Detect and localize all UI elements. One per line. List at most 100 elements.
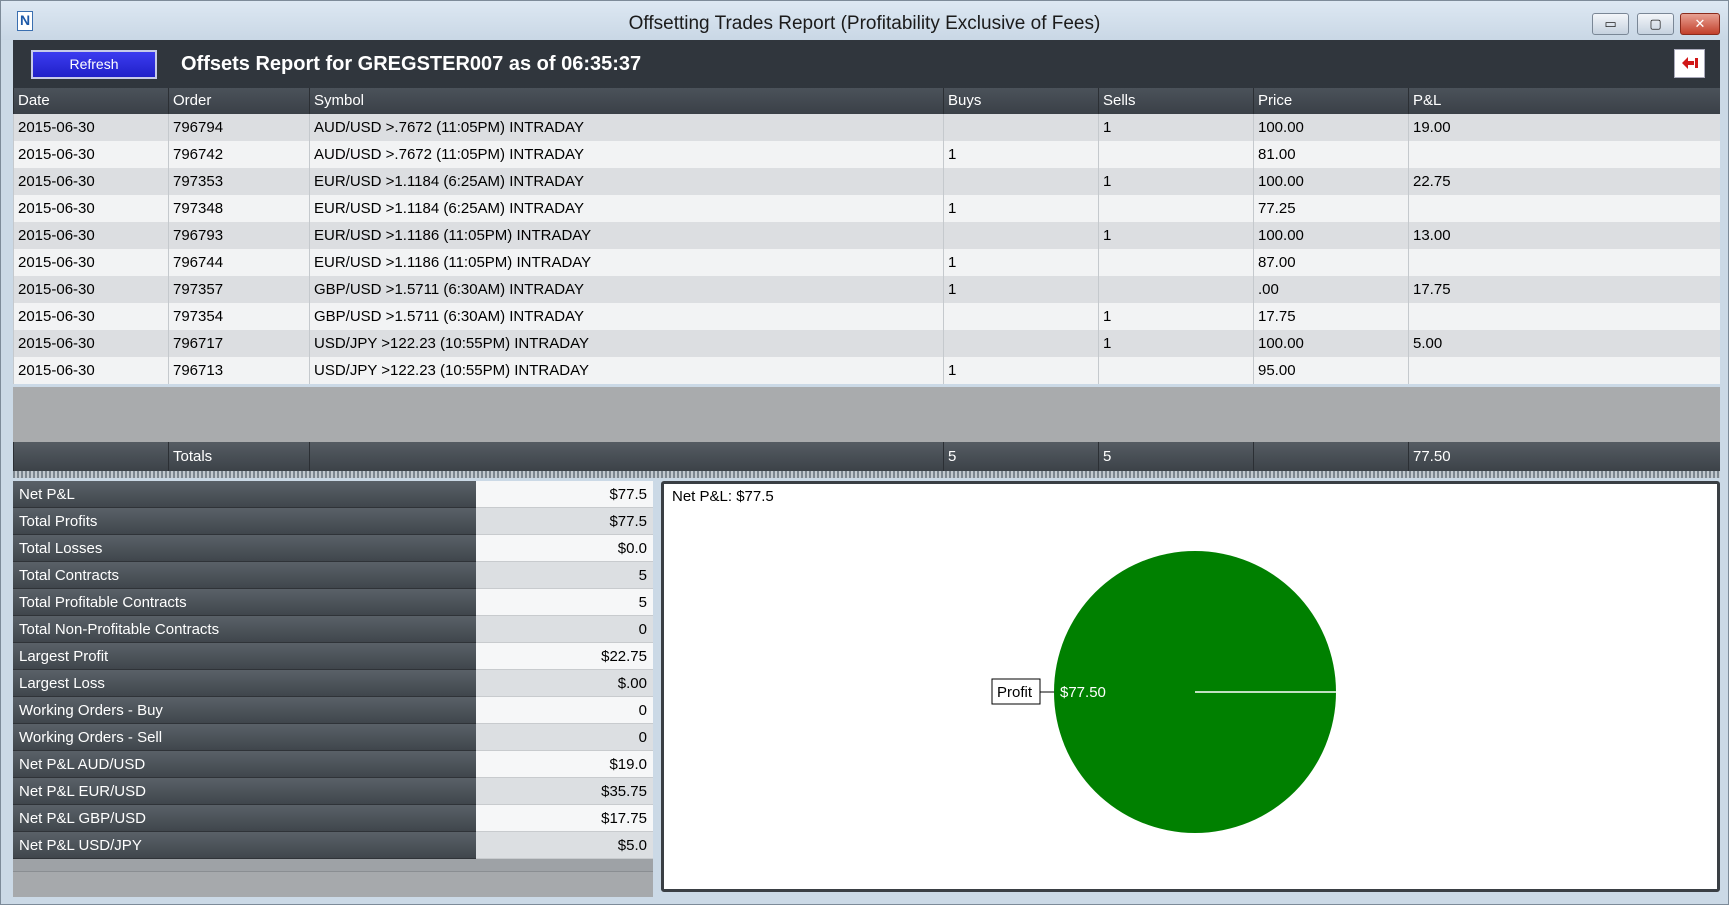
stat-label: Total Contracts — [13, 562, 476, 589]
cell-symbol: EUR/USD >1.1184 (6:25AM) INTRADAY — [309, 195, 943, 222]
stat-value: 0 — [476, 616, 653, 643]
cell-symbol: AUD/USD >.7672 (11:05PM) INTRADAY — [309, 141, 943, 168]
export-icon[interactable] — [1674, 49, 1705, 78]
totals-cell-price — [1253, 442, 1408, 471]
stat-row: Total Non-Profitable Contracts 0 — [13, 616, 653, 643]
column-header-pnl[interactable]: P&L — [1408, 88, 1720, 114]
cell-price: 95.00 — [1253, 357, 1408, 384]
stat-row: Net P&L $77.5 — [13, 481, 653, 508]
stat-value: 5 — [476, 562, 653, 589]
totals-cell-date — [13, 442, 168, 471]
cell-pnl: 17.75 — [1408, 276, 1720, 303]
stat-value: $19.0 — [476, 751, 653, 778]
table-row[interactable]: 2015-06-30 796744 EUR/USD >1.1186 (11:05PM… — [13, 249, 1720, 276]
pie-category-label: Profit — [997, 684, 1033, 701]
stat-row: Net P&L USD/JPY $5.0 — [13, 832, 653, 859]
cell-sells: 1 — [1098, 222, 1253, 249]
stats-footer — [13, 871, 653, 897]
stat-label: Total Non-Profitable Contracts — [13, 616, 476, 643]
stat-value: $5.0 — [476, 832, 653, 859]
window-title: Offsetting Trades Report (Profitability … — [628, 13, 1101, 34]
stat-value: $77.5 — [476, 508, 653, 535]
cell-pnl — [1408, 195, 1720, 222]
cell-order: 797357 — [168, 276, 309, 303]
pnl-pie-chart: $77.50 Profit — [991, 551, 1336, 833]
table-row[interactable]: 2015-06-30 796794 AUD/USD >.7672 (11:05PM)… — [13, 114, 1720, 141]
cell-buys: 1 — [943, 195, 1098, 222]
stat-value: $0.0 — [476, 535, 653, 562]
totals-cell-order: Totals — [168, 442, 309, 471]
cell-buys — [943, 222, 1098, 249]
totals-cell-sells: 5 — [1098, 442, 1253, 471]
cell-price: 100.00 — [1253, 330, 1408, 357]
table-row[interactable]: 2015-06-30 796713 USD/JPY >122.23 (10:55PM… — [13, 357, 1720, 384]
cell-order: 796742 — [168, 141, 309, 168]
cell-pnl: 19.00 — [1408, 114, 1720, 141]
minimize-button[interactable]: ▭ — [1592, 13, 1629, 35]
table-row[interactable]: 2015-06-30 796717 USD/JPY >122.23 (10:55PM… — [13, 330, 1720, 357]
report-title: Offsets Report for GREGSTER007 as of 06:… — [181, 53, 642, 75]
table-row[interactable]: 2015-06-30 797357 GBP/USD >1.5711 (6:30AM)… — [13, 276, 1720, 303]
stat-value: $22.75 — [476, 643, 653, 670]
totals-cell-pnl: 77.50 — [1408, 442, 1720, 471]
column-header-sells[interactable]: Sells — [1098, 88, 1253, 114]
stat-label: Net P&L — [13, 481, 476, 508]
stat-row: Working Orders - Buy 0 — [13, 697, 653, 724]
cell-order: 797348 — [168, 195, 309, 222]
cell-date: 2015-06-30 — [13, 114, 168, 141]
grid-header-row: Date Order Symbol Buys Sells Price P&L — [13, 88, 1720, 114]
cell-symbol: GBP/USD >1.5711 (6:30AM) INTRADAY — [309, 276, 943, 303]
stat-value: $17.75 — [476, 805, 653, 832]
cell-order: 796744 — [168, 249, 309, 276]
stat-row: Net P&L EUR/USD $35.75 — [13, 778, 653, 805]
title-bar[interactable]: N Offsetting Trades Report (Profitabilit… — [1, 1, 1728, 40]
stat-row: Net P&L GBP/USD $17.75 — [13, 805, 653, 832]
cell-pnl — [1408, 249, 1720, 276]
stat-row: Total Profitable Contracts 5 — [13, 589, 653, 616]
stat-value: 0 — [476, 697, 653, 724]
cell-buys: 1 — [943, 276, 1098, 303]
cell-sells — [1098, 276, 1253, 303]
cell-sells — [1098, 357, 1253, 384]
stat-row: Net P&L AUD/USD $19.0 — [13, 751, 653, 778]
cell-pnl — [1408, 141, 1720, 168]
column-header-price[interactable]: Price — [1253, 88, 1408, 114]
cell-price: 87.00 — [1253, 249, 1408, 276]
table-row[interactable]: 2015-06-30 797353 EUR/USD >1.1184 (6:25AM)… — [13, 168, 1720, 195]
panel-splitter[interactable] — [13, 471, 1720, 478]
refresh-button[interactable]: Refresh — [31, 50, 157, 79]
cell-date: 2015-06-30 — [13, 357, 168, 384]
stat-value: $35.75 — [476, 778, 653, 805]
table-row[interactable]: 2015-06-30 797354 GBP/USD >1.5711 (6:30AM)… — [13, 303, 1720, 330]
cell-price: 100.00 — [1253, 114, 1408, 141]
column-header-date[interactable]: Date — [13, 88, 168, 114]
cell-sells: 1 — [1098, 168, 1253, 195]
cell-price: 100.00 — [1253, 222, 1408, 249]
cell-buys: 1 — [943, 141, 1098, 168]
column-header-order[interactable]: Order — [168, 88, 309, 114]
close-button[interactable]: ✕ — [1680, 13, 1720, 35]
cell-sells: 1 — [1098, 303, 1253, 330]
cell-pnl: 13.00 — [1408, 222, 1720, 249]
cell-date: 2015-06-30 — [13, 222, 168, 249]
cell-order: 796793 — [168, 222, 309, 249]
stat-label: Total Profitable Contracts — [13, 589, 476, 616]
table-row[interactable]: 2015-06-30 796793 EUR/USD >1.1186 (11:05PM… — [13, 222, 1720, 249]
cell-order: 797354 — [168, 303, 309, 330]
stats-table: Net P&L $77.5 Total Profits $77.5 Total Loss… — [13, 481, 653, 897]
totals-cell-symbol — [309, 442, 943, 471]
cell-buys — [943, 168, 1098, 195]
cell-date: 2015-06-30 — [13, 303, 168, 330]
cell-buys — [943, 330, 1098, 357]
maximize-button[interactable]: ▢ — [1637, 13, 1674, 35]
cell-price: 100.00 — [1253, 168, 1408, 195]
cell-buys — [943, 303, 1098, 330]
table-row[interactable]: 2015-06-30 797348 EUR/USD >1.1184 (6:25AM)… — [13, 195, 1720, 222]
cell-price: 17.75 — [1253, 303, 1408, 330]
cell-price: .00 — [1253, 276, 1408, 303]
table-row[interactable]: 2015-06-30 796742 AUD/USD >.7672 (11:05PM)… — [13, 141, 1720, 168]
column-header-symbol[interactable]: Symbol — [309, 88, 943, 114]
cell-date: 2015-06-30 — [13, 249, 168, 276]
cell-pnl — [1408, 303, 1720, 330]
column-header-buys[interactable]: Buys — [943, 88, 1098, 114]
